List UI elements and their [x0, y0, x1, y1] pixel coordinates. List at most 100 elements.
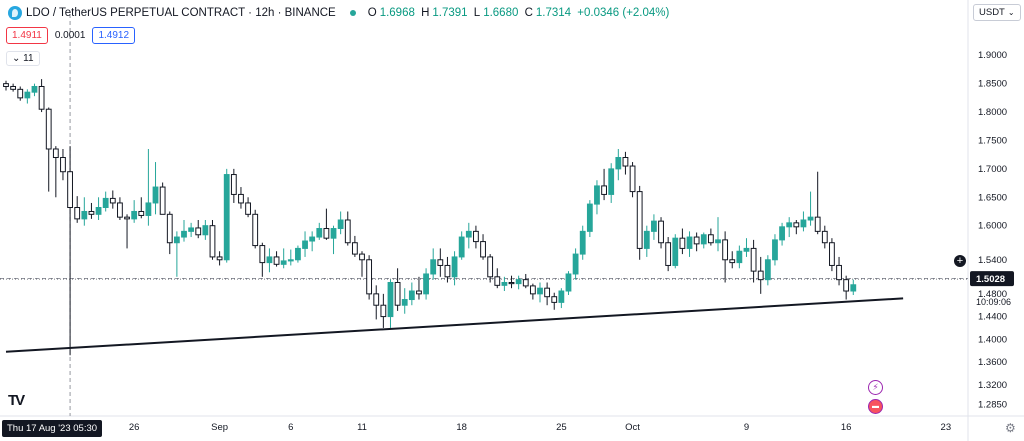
- candle-up: [81, 210, 88, 220]
- candle-up: [572, 253, 579, 275]
- price-axis-panel: [968, 0, 1024, 441]
- candle-up: [181, 230, 187, 238]
- candle-down: [259, 245, 266, 264]
- low-label: L: [473, 7, 481, 19]
- candle-up: [586, 203, 593, 232]
- candle-up: [95, 207, 102, 215]
- candle-up: [465, 230, 472, 238]
- candle-up: [131, 210, 138, 220]
- candle-up: [594, 185, 600, 205]
- gear-icon[interactable]: ⚙: [1005, 421, 1016, 435]
- candle-down: [437, 259, 444, 266]
- time-tick-label: 23: [941, 422, 952, 433]
- price-tick-label: 1.5400: [978, 255, 1007, 266]
- candle-up: [537, 287, 543, 295]
- candle-up: [686, 236, 693, 249]
- price-tick-label: 1.4800: [978, 289, 1007, 300]
- candle-down: [793, 222, 800, 228]
- candle-up: [316, 228, 323, 238]
- candle-up: [152, 186, 159, 204]
- price-tick-label: 1.9000: [978, 50, 1007, 61]
- candle-down: [394, 281, 401, 306]
- candle-down: [373, 293, 380, 306]
- candle-down: [209, 225, 216, 258]
- candle-down: [508, 281, 515, 285]
- price-tick-label: 1.4000: [978, 334, 1007, 345]
- buy-button[interactable]: 1.4912: [92, 27, 136, 44]
- ldo-coin-icon: [8, 6, 22, 20]
- symbol-title[interactable]: LDO / TetherUS PERPETUAL CONTRACT · 12h …: [26, 7, 336, 19]
- candle-down: [494, 276, 501, 286]
- indicators-count: 11: [23, 53, 34, 64]
- candle-down: [366, 259, 373, 295]
- candle-down: [109, 197, 116, 204]
- time-tick-label: 9: [744, 422, 749, 433]
- candle-up: [764, 259, 771, 281]
- ohlc-readout: O 1.6968 H 1.7391 L 1.6680 C 1.7314 +0.0346 …: [368, 7, 673, 19]
- trade-buttons: 1.4911 0.0001 1.4912: [6, 27, 136, 44]
- candle-down: [138, 210, 145, 216]
- candle-down: [529, 285, 536, 295]
- candle-down: [665, 242, 672, 266]
- candle-down: [622, 157, 629, 167]
- sell-button[interactable]: 1.4911: [6, 27, 48, 44]
- candle-down: [601, 185, 607, 195]
- candle-down: [658, 220, 664, 244]
- candle-down: [166, 213, 173, 244]
- candle-down: [750, 247, 757, 272]
- us-flag-event-icon[interactable]: ▬: [868, 399, 883, 414]
- candle-up: [223, 174, 230, 261]
- currency-button[interactable]: USDT ⌄: [973, 4, 1021, 21]
- add-alert-plus-icon[interactable]: +: [954, 255, 966, 267]
- candle-down: [195, 227, 202, 236]
- time-tick-label: 25: [556, 422, 567, 433]
- candle-down: [487, 256, 494, 278]
- candle-countdown: 10:09:06: [976, 297, 1011, 307]
- candle-up: [807, 216, 814, 221]
- tradingview-logo[interactable]: TV: [8, 392, 25, 409]
- currency-label: USDT: [979, 7, 1005, 18]
- candle-up: [173, 236, 180, 244]
- market-status-dot-icon: [349, 10, 356, 16]
- open-value: 1.6968: [379, 7, 415, 19]
- price-tick-label: 1.6000: [978, 221, 1007, 232]
- price-tick-label: 1.6500: [978, 192, 1007, 203]
- candle-up: [651, 220, 657, 232]
- candle-up: [202, 225, 209, 236]
- high-label: H: [421, 7, 430, 19]
- price-tick-label: 1.7500: [978, 135, 1007, 146]
- candle-up: [565, 273, 572, 292]
- close-value: 1.7314: [535, 7, 572, 19]
- candle-down: [722, 239, 729, 261]
- candle-up: [700, 234, 707, 245]
- spread-value: 0.0001: [54, 30, 86, 41]
- candle-down: [159, 186, 166, 215]
- candle-up: [672, 237, 679, 266]
- candle-down: [636, 191, 643, 249]
- candle-down: [836, 264, 842, 281]
- candle-down: [444, 264, 451, 278]
- candle-down: [679, 237, 686, 249]
- candle-down: [729, 259, 736, 264]
- candle-up: [280, 260, 287, 265]
- candle-down: [416, 290, 422, 295]
- candle-down: [707, 234, 714, 244]
- candle-down: [60, 157, 66, 173]
- candle-up: [401, 299, 408, 306]
- candle-up: [309, 236, 316, 242]
- close-label: C: [524, 7, 533, 19]
- candle-up: [772, 239, 778, 261]
- candle-up: [188, 227, 195, 232]
- candle-down: [117, 202, 123, 218]
- price-tick-label: 1.3200: [978, 380, 1007, 391]
- candle-up: [458, 236, 465, 258]
- candle-up: [501, 281, 508, 286]
- lightning-event-icon[interactable]: ⚡: [868, 380, 883, 395]
- change-value: +0.0346 (+2.04%): [577, 7, 670, 19]
- price-tick-label: 1.8000: [978, 107, 1007, 118]
- indicators-toggle[interactable]: ⌄ 11: [6, 51, 40, 66]
- candle-down: [67, 171, 73, 209]
- time-tick-label: 6: [288, 422, 293, 433]
